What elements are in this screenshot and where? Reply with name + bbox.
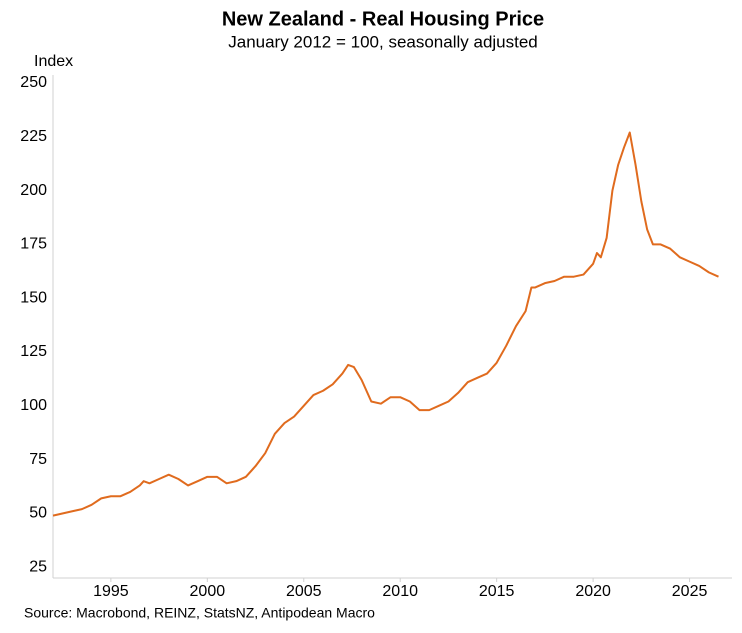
data-line bbox=[52, 131, 719, 517]
y-tick-label: 200 bbox=[20, 182, 47, 199]
y-axis-label: Index bbox=[34, 53, 73, 70]
y-tick-label: 250 bbox=[20, 74, 47, 91]
y-tick-label: 25 bbox=[29, 558, 47, 575]
x-tick-label: 2000 bbox=[190, 583, 226, 600]
x-tick-label: 2010 bbox=[382, 583, 418, 600]
x-tick-label: 2005 bbox=[286, 583, 322, 600]
y-tick-label: 125 bbox=[20, 343, 47, 360]
y-tick-label: 75 bbox=[29, 451, 47, 468]
y-tick-label: 150 bbox=[20, 289, 47, 306]
x-tick-label: 2015 bbox=[479, 583, 515, 600]
source-note: Source: Macrobond, REINZ, StatsNZ, Antip… bbox=[24, 605, 375, 621]
y-tick-label: 100 bbox=[20, 397, 47, 414]
x-tick-label: 2020 bbox=[575, 583, 611, 600]
y-tick-label: 175 bbox=[20, 236, 47, 253]
y-tick-label: 50 bbox=[29, 505, 47, 522]
chart-title: New Zealand - Real Housing Price bbox=[222, 8, 544, 30]
x-tick-label: 2025 bbox=[672, 583, 708, 600]
x-tick-label: 1995 bbox=[93, 583, 129, 600]
chart-subtitle: January 2012 = 100, seasonally adjusted bbox=[228, 32, 538, 51]
y-tick-label: 225 bbox=[20, 128, 47, 145]
